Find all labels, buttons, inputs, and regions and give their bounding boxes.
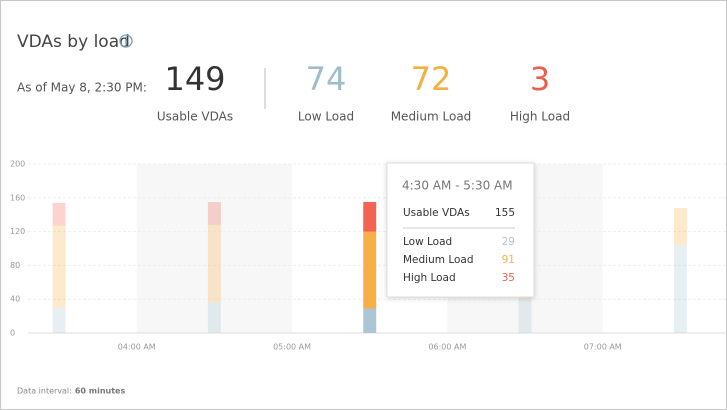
bar-segment	[207, 302, 221, 333]
tooltip-series-name: Medium Load	[403, 254, 474, 266]
tooltip-box	[386, 162, 535, 298]
x-tick-label: 07:00 AM	[584, 343, 622, 352]
tooltip-value: 155	[495, 207, 515, 219]
bar-segment	[673, 207, 687, 246]
summary-value: 74	[306, 60, 347, 98]
y-tick-label: 200	[10, 160, 25, 169]
tooltip-series-name: Low Load	[403, 236, 452, 248]
tooltip-series-value: 91	[502, 254, 515, 266]
bar-segment	[363, 308, 377, 333]
y-tick-label: 80	[10, 261, 20, 270]
summary-value: 3	[530, 60, 550, 98]
y-tick-label: 160	[10, 193, 25, 202]
tooltip-series-name: High Load	[403, 272, 456, 284]
summary-label: High Load	[510, 110, 570, 124]
bar-segment	[673, 245, 687, 333]
summary-value: 149	[164, 60, 225, 98]
y-tick-label: 40	[10, 295, 20, 304]
y-tick-label: 120	[10, 227, 25, 236]
x-tick-label: 04:00 AM	[118, 343, 156, 352]
summary-label: Usable VDAs	[157, 110, 233, 124]
footer-value: 60 minutes	[75, 387, 126, 396]
x-tick-label: 05:00 AM	[273, 343, 311, 352]
as-of: As of May 8, 2:30 PM:	[17, 81, 147, 95]
bar-segment	[52, 225, 66, 308]
summary-label: Low Load	[298, 110, 354, 124]
bar-segment	[363, 231, 377, 309]
info-icon[interactable]	[119, 34, 133, 48]
tooltip-series-value: 29	[502, 236, 515, 248]
bar-segment	[363, 202, 377, 232]
bar-segment	[207, 224, 221, 303]
tooltip-title: 4:30 AM - 5:30 AM	[402, 179, 513, 193]
y-tick-label: 0	[10, 329, 15, 338]
tooltip-label: Usable VDAs	[403, 207, 470, 219]
bar-segment	[518, 298, 532, 333]
summary-label: Medium Load	[391, 110, 472, 124]
bar-segment	[52, 307, 66, 333]
x-tick-label: 06:00 AM	[428, 343, 466, 352]
summary-value: 72	[411, 60, 452, 98]
bar-segment	[52, 202, 66, 226]
tooltip: 4:30 AM - 5:30 AM Usable VDAs 155 Low Lo…	[386, 162, 535, 298]
tooltip-series-value: 35	[502, 272, 515, 284]
title: VDAs by load	[17, 32, 130, 52]
footer-label: Data interval:	[17, 387, 72, 396]
bar-segment	[207, 202, 221, 225]
band	[136, 164, 293, 333]
